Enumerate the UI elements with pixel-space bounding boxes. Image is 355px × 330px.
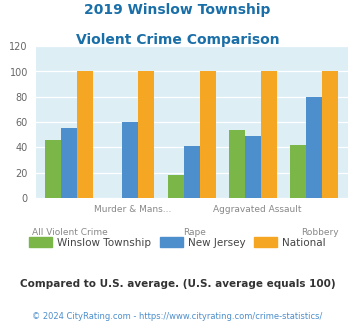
Text: Rape: Rape — [184, 228, 206, 237]
Bar — [200, 72, 215, 198]
Bar — [322, 72, 338, 198]
Text: 2019 Winslow Township: 2019 Winslow Township — [84, 3, 271, 17]
Bar — [184, 146, 200, 198]
Bar — [245, 136, 261, 198]
Bar — [229, 130, 245, 198]
Text: Aggravated Assault: Aggravated Assault — [213, 205, 301, 214]
Text: All Violent Crime: All Violent Crime — [32, 228, 108, 237]
Bar — [45, 140, 61, 198]
Bar — [306, 97, 322, 198]
Bar — [77, 72, 93, 198]
Text: Violent Crime Comparison: Violent Crime Comparison — [76, 33, 279, 47]
Text: © 2024 CityRating.com - https://www.cityrating.com/crime-statistics/: © 2024 CityRating.com - https://www.city… — [32, 312, 323, 321]
Bar — [138, 72, 154, 198]
Bar — [61, 128, 77, 198]
Bar — [122, 122, 138, 198]
Bar — [290, 145, 306, 198]
Text: Murder & Mans...: Murder & Mans... — [94, 205, 171, 214]
Text: Compared to U.S. average. (U.S. average equals 100): Compared to U.S. average. (U.S. average … — [20, 279, 335, 289]
Bar — [168, 175, 184, 198]
Bar — [261, 72, 277, 198]
Legend: Winslow Township, New Jersey, National: Winslow Township, New Jersey, National — [25, 233, 330, 252]
Text: Robbery: Robbery — [301, 228, 339, 237]
